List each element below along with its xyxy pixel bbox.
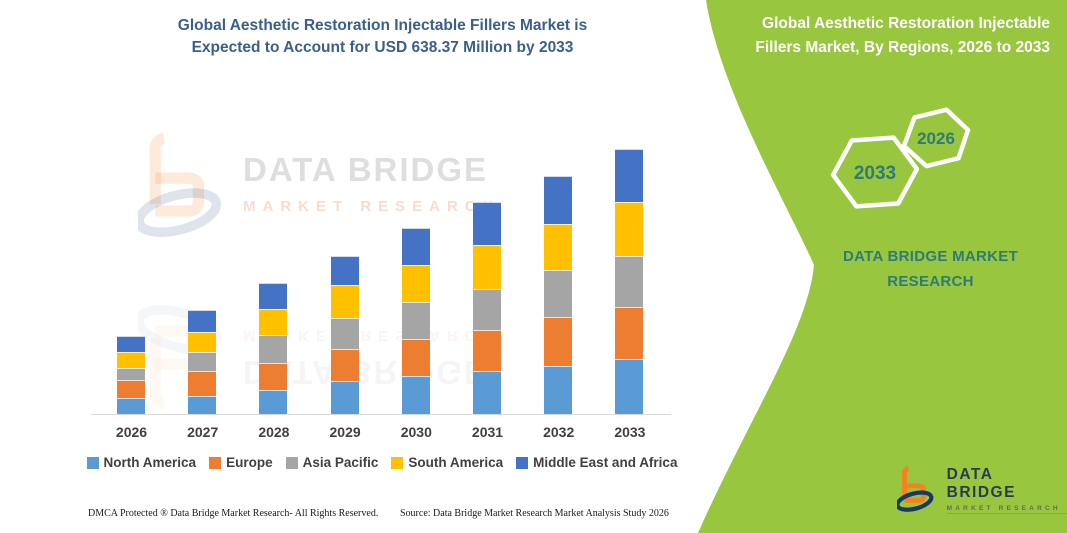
bar-segment-south-america bbox=[117, 351, 145, 368]
legend-label: Middle East and Africa bbox=[533, 455, 678, 470]
dbmr-logo-icon bbox=[897, 466, 934, 512]
hexagon-year-label-2026: 2026 bbox=[917, 129, 955, 148]
bar-2030 bbox=[401, 227, 430, 414]
bar-2031 bbox=[473, 202, 501, 414]
bar-segment-north-america bbox=[401, 376, 430, 414]
dbmr-logo: DATA BRIDGE MARKET RESEARCH bbox=[897, 466, 1067, 514]
legend: North America Europe Asia Pacific South Ame… bbox=[86, 455, 677, 470]
x-axis-label-2032: 2032 bbox=[543, 424, 575, 440]
bar-segment-europe bbox=[188, 371, 217, 396]
chart-title: Global Aesthetic Restoration Injectable … bbox=[100, 15, 665, 59]
bar-segment-europe bbox=[259, 363, 288, 390]
bar-2029 bbox=[330, 255, 359, 414]
x-axis-line bbox=[91, 414, 671, 415]
legend-swatch bbox=[209, 456, 222, 469]
x-axis-label-2027: 2027 bbox=[187, 424, 219, 440]
legend-swatch bbox=[516, 456, 529, 469]
bar-segment-middle-east-and-africa bbox=[473, 202, 501, 245]
watermark-logo-icon bbox=[138, 133, 222, 237]
bar-segment-north-america bbox=[188, 395, 217, 414]
bar-segment-middle-east-and-africa bbox=[401, 227, 430, 265]
bar-segment-south-america bbox=[259, 308, 288, 335]
legend-item-middle-east-and-africa: Middle East and Africa bbox=[516, 455, 677, 470]
bar-segment-europe bbox=[330, 348, 359, 382]
watermark: DATA BRIDGE MARKET RESEARCH bbox=[138, 133, 501, 237]
bar-segment-middle-east-and-africa bbox=[330, 255, 359, 285]
bar-segment-south-america bbox=[401, 264, 430, 303]
bar-segment-europe bbox=[401, 338, 430, 377]
legend-label: South America bbox=[408, 455, 504, 470]
bar-segment-asia-pacific bbox=[401, 302, 430, 339]
bar-segment-europe bbox=[473, 329, 501, 372]
bar-segment-europe bbox=[615, 307, 644, 359]
bar-segment-north-america bbox=[259, 389, 288, 414]
x-axis-label-2029: 2029 bbox=[329, 424, 361, 440]
bar-segment-europe bbox=[117, 380, 145, 398]
x-axis-label-2026: 2026 bbox=[115, 424, 148, 440]
brand-name-text: DATA BRIDGE MARKET RESEARCH bbox=[808, 244, 1053, 294]
x-axis-label-2028: 2028 bbox=[258, 424, 290, 440]
bar-segment-europe bbox=[544, 317, 573, 367]
legend-swatch bbox=[86, 456, 99, 469]
x-axis-label-2031: 2031 bbox=[471, 424, 504, 440]
legend-label: Europe bbox=[226, 455, 273, 470]
footer-dmca-text: DMCA Protected ® Data Bridge Market Rese… bbox=[88, 508, 379, 519]
stacked-bar-chart bbox=[91, 140, 671, 415]
bar-2028 bbox=[259, 282, 288, 414]
legend-swatch bbox=[391, 456, 404, 469]
bar-segment-north-america bbox=[330, 381, 359, 414]
x-axis-label-2030: 2030 bbox=[400, 424, 432, 440]
bar-segment-middle-east-and-africa bbox=[259, 282, 288, 309]
bar-segment-north-america bbox=[117, 397, 145, 414]
legend-item-europe: Europe bbox=[209, 455, 273, 470]
bar-segment-north-america bbox=[615, 359, 644, 414]
brand-name-line2: RESEARCH bbox=[887, 273, 974, 290]
right-panel-title: Global Aesthetic Restoration Injectable … bbox=[755, 15, 1050, 56]
bar-segment-middle-east-and-africa bbox=[117, 335, 145, 352]
bar-2026 bbox=[117, 335, 145, 414]
dbmr-logo-name: DATA BRIDGE bbox=[946, 466, 1016, 501]
bar-segment-south-america bbox=[188, 332, 217, 353]
bar-segment-middle-east-and-africa bbox=[188, 309, 217, 333]
bar-segment-middle-east-and-africa bbox=[615, 149, 644, 203]
legend-swatch bbox=[285, 456, 298, 469]
bar-segment-south-america bbox=[544, 223, 573, 271]
hexagon-2026 bbox=[901, 107, 971, 169]
year-hexagons: 2033 2026 bbox=[830, 107, 971, 209]
x-axis-label-2033: 2033 bbox=[614, 424, 646, 440]
hexagon-2033 bbox=[830, 135, 920, 209]
bar-segment-asia-pacific bbox=[259, 334, 288, 363]
footer-source-text: Source: Data Bridge Market Research Mark… bbox=[400, 508, 669, 519]
bar-segment-asia-pacific bbox=[330, 317, 359, 349]
dbmr-logo-sub: MARKET RESEARCH bbox=[946, 505, 1067, 514]
bar-segment-north-america bbox=[473, 371, 501, 414]
bar-segment-south-america bbox=[615, 202, 644, 256]
bar-segment-middle-east-and-africa bbox=[544, 175, 573, 224]
legend-item-south-america: South America bbox=[391, 455, 503, 470]
watermark-brand-text: DATA BRIDGE bbox=[243, 151, 489, 188]
bar-segment-south-america bbox=[330, 284, 359, 318]
legend-item-north-america: North America bbox=[86, 455, 197, 470]
bar-segment-south-america bbox=[473, 244, 501, 289]
bar-segment-north-america bbox=[544, 366, 573, 414]
chart-title-line2: Expected to Account for USD 638.37 Milli… bbox=[191, 39, 574, 56]
brand-name-line1: DATA BRIDGE MARKET bbox=[842, 248, 1019, 265]
bar-2027 bbox=[188, 309, 217, 414]
bar-segment-asia-pacific bbox=[188, 352, 217, 372]
hexagon-year-label-2033: 2033 bbox=[854, 163, 896, 184]
legend-label: North America bbox=[103, 455, 197, 470]
bar-2032 bbox=[544, 175, 573, 414]
bar-segment-asia-pacific bbox=[544, 270, 573, 318]
bar-segment-asia-pacific bbox=[473, 288, 501, 330]
bar-2033 bbox=[615, 149, 644, 414]
bar-segment-asia-pacific bbox=[615, 255, 644, 307]
watermark-sub-text: MARKET RESEARCH bbox=[243, 198, 501, 215]
legend-label: Asia Pacific bbox=[302, 455, 379, 470]
chart-title-line1: Global Aesthetic Restoration Injectable … bbox=[177, 17, 588, 34]
legend-item-asia-pacific: Asia Pacific bbox=[285, 455, 379, 470]
bar-segment-asia-pacific bbox=[117, 367, 145, 381]
